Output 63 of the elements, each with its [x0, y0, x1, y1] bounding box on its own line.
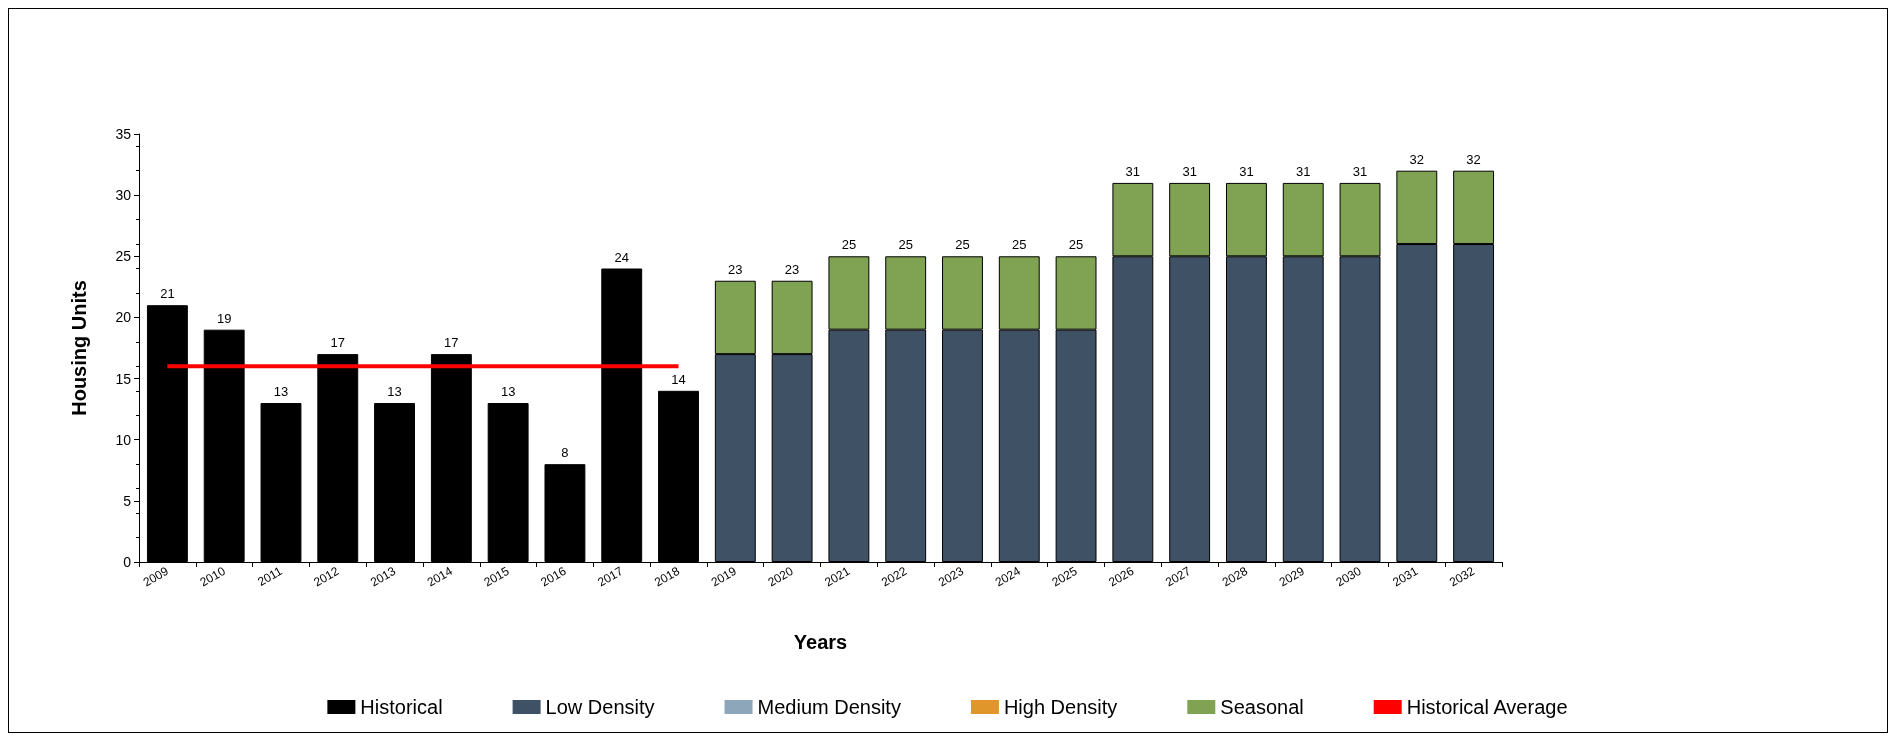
total-label: 25	[955, 237, 970, 253]
x-tick-label: 2022	[879, 563, 910, 590]
total-label: 17	[330, 335, 346, 351]
total-label: 25	[1068, 237, 1084, 253]
total-label: 31	[1295, 163, 1311, 179]
x-tick-label: 2028	[1219, 563, 1251, 590]
x-tick-label: 2021	[822, 563, 853, 590]
y-tick-label: 35	[115, 126, 132, 142]
total-label: 21	[160, 286, 175, 302]
legend-label: Medium Density	[757, 696, 901, 718]
x-tick-label: 2012	[311, 563, 342, 590]
legend-label: Low Density	[545, 696, 655, 718]
total-label: 13	[273, 384, 289, 400]
x-tick-label: 2030	[1333, 563, 1364, 590]
x-tick-label: 2017	[595, 563, 626, 590]
y-tick-label: 10	[115, 431, 132, 448]
x-tick-label: 2016	[538, 563, 569, 590]
y-tick-label: 15	[115, 370, 132, 387]
total-label: 31	[1125, 163, 1141, 179]
total-label: 17	[444, 335, 459, 351]
legend-label: Historical Average	[1406, 696, 1568, 718]
y-tick-label: 5	[123, 492, 132, 509]
y-tick-label: 20	[115, 309, 132, 326]
x-tick-label: 2011	[255, 563, 285, 589]
x-tick-label: 2019	[708, 563, 740, 590]
x-axis-title: Years	[793, 631, 848, 653]
total-label: 25	[841, 237, 857, 253]
total-label: 31	[1182, 163, 1197, 179]
legend-label: High Density	[1003, 696, 1118, 718]
x-tick-label: 2029	[1276, 563, 1308, 590]
x-tick-label: 2026	[1106, 563, 1137, 590]
x-tick-label: 2009	[140, 563, 172, 590]
total-label: 25	[898, 237, 913, 253]
y-tick-label: 30	[115, 187, 132, 204]
x-tick-label: 2010	[197, 563, 228, 590]
x-tick-label: 2032	[1447, 563, 1478, 590]
x-tick-label: 2031	[1390, 563, 1421, 590]
total-label: 31	[1239, 163, 1254, 179]
y-tick-label: 25	[115, 248, 132, 265]
y-tick-label: 0	[123, 554, 132, 570]
x-tick-label: 2024	[992, 563, 1024, 590]
total-label: 25	[1012, 237, 1027, 253]
y-axis-title: Housing Units	[68, 280, 90, 416]
total-label: 13	[500, 384, 516, 400]
total-label: 32	[1466, 151, 1481, 167]
total-label: 24	[614, 249, 629, 265]
x-tick-label: 2015	[481, 563, 512, 590]
x-tick-label: 2018	[651, 563, 683, 590]
total-label: 19	[216, 310, 232, 326]
x-tick-label: 2020	[765, 563, 796, 590]
total-label: 14	[671, 371, 686, 387]
total-label: 23	[728, 261, 743, 277]
total-label: 13	[387, 384, 402, 400]
total-label: 23	[784, 261, 800, 277]
total-label: 31	[1352, 163, 1368, 179]
x-tick-label: 2013	[367, 563, 399, 590]
legend-label: Historical	[360, 696, 443, 718]
x-tick-label: 2025	[1049, 563, 1080, 590]
legend-label: Seasonal	[1220, 696, 1304, 718]
x-tick-label: 2023	[935, 563, 967, 590]
total-label: 8	[561, 445, 569, 461]
x-tick-label: 2014	[424, 563, 456, 590]
total-label: 32	[1409, 151, 1425, 167]
